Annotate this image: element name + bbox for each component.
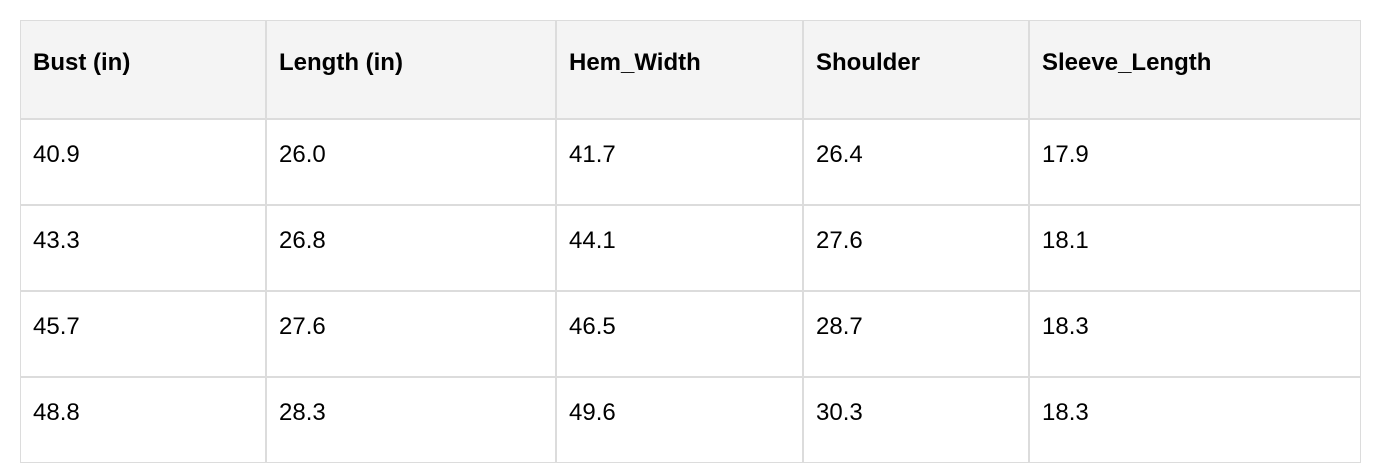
cell-shoulder: 28.7 — [803, 291, 1029, 377]
cell-shoulder: 27.6 — [803, 205, 1029, 291]
cell-hem-width: 44.1 — [556, 205, 803, 291]
cell-hem-width: 46.5 — [556, 291, 803, 377]
cell-sleeve-length: 18.3 — [1029, 291, 1361, 377]
header-row: Bust (in) Length (in) Hem_Width Shoulder… — [20, 20, 1361, 119]
header-shoulder: Shoulder — [803, 20, 1029, 119]
cell-shoulder: 30.3 — [803, 377, 1029, 463]
cell-hem-width: 49.6 — [556, 377, 803, 463]
cell-length: 28.3 — [266, 377, 556, 463]
cell-shoulder: 26.4 — [803, 119, 1029, 205]
cell-bust: 40.9 — [20, 119, 266, 205]
cell-hem-width: 41.7 — [556, 119, 803, 205]
cell-length: 26.0 — [266, 119, 556, 205]
header-sleeve-length: Sleeve_Length — [1029, 20, 1361, 119]
table-row: 48.8 28.3 49.6 30.3 18.3 — [20, 377, 1361, 463]
header-hem-width: Hem_Width — [556, 20, 803, 119]
size-table: Bust (in) Length (in) Hem_Width Shoulder… — [20, 20, 1361, 463]
cell-bust: 48.8 — [20, 377, 266, 463]
cell-sleeve-length: 18.1 — [1029, 205, 1361, 291]
table-row: 45.7 27.6 46.5 28.7 18.3 — [20, 291, 1361, 377]
header-bust: Bust (in) — [20, 20, 266, 119]
cell-bust: 45.7 — [20, 291, 266, 377]
table-row: 43.3 26.8 44.1 27.6 18.1 — [20, 205, 1361, 291]
header-length: Length (in) — [266, 20, 556, 119]
cell-length: 26.8 — [266, 205, 556, 291]
cell-bust: 43.3 — [20, 205, 266, 291]
cell-sleeve-length: 18.3 — [1029, 377, 1361, 463]
table-row: 40.9 26.0 41.7 26.4 17.9 — [20, 119, 1361, 205]
cell-sleeve-length: 17.9 — [1029, 119, 1361, 205]
cell-length: 27.6 — [266, 291, 556, 377]
